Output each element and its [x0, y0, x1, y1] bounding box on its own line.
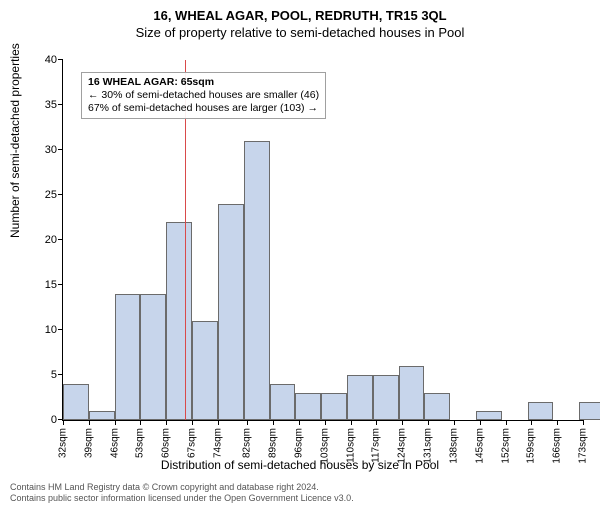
- y-tick-mark: [58, 329, 63, 330]
- x-tick-mark: [89, 420, 90, 425]
- x-tick-label: 53sqm: [135, 428, 146, 458]
- histogram-bar: [373, 375, 399, 420]
- x-tick-mark: [166, 420, 167, 425]
- footer-line-2: Contains public sector information licen…: [10, 493, 354, 504]
- histogram-bar: [476, 411, 502, 420]
- histogram-bar: [270, 384, 296, 420]
- x-tick-label: 82sqm: [242, 428, 253, 458]
- y-tick-mark: [58, 59, 63, 60]
- x-tick-mark: [583, 420, 584, 425]
- histogram-bar: [528, 402, 554, 420]
- histogram-bar: [218, 204, 244, 420]
- y-tick-mark: [58, 374, 63, 375]
- y-tick-label: 25: [27, 189, 63, 201]
- x-tick-mark: [247, 420, 248, 425]
- x-tick-label: 74sqm: [212, 428, 223, 458]
- histogram-bar: [192, 321, 218, 420]
- histogram-bar: [321, 393, 347, 420]
- x-tick-mark: [115, 420, 116, 425]
- y-tick-mark: [58, 149, 63, 150]
- y-tick-label: 10: [27, 324, 63, 336]
- x-tick-mark: [273, 420, 274, 425]
- y-tick-mark: [58, 104, 63, 105]
- x-tick-mark: [531, 420, 532, 425]
- annotation-larger: 67% of semi-detached houses are larger (…: [88, 102, 319, 115]
- y-tick-mark: [58, 284, 63, 285]
- histogram-bar: [399, 366, 425, 420]
- annotation-title: 16 WHEAL AGAR: 65sqm: [88, 76, 319, 89]
- x-tick-label: 39sqm: [83, 428, 94, 458]
- histogram-bar: [347, 375, 373, 420]
- x-tick-mark: [63, 420, 64, 425]
- y-axis-label: Number of semi-detached properties: [8, 43, 22, 238]
- footer-line-1: Contains HM Land Registry data © Crown c…: [10, 482, 354, 493]
- y-tick-mark: [58, 194, 63, 195]
- x-tick-mark: [557, 420, 558, 425]
- histogram-bar: [579, 402, 600, 420]
- y-tick-label: 35: [27, 99, 63, 111]
- x-tick-label: 67sqm: [187, 428, 198, 458]
- y-tick-label: 0: [27, 414, 63, 426]
- y-tick-label: 20: [27, 234, 63, 246]
- attribution-footer: Contains HM Land Registry data © Crown c…: [10, 482, 354, 504]
- chart-title-sub: Size of property relative to semi-detach…: [0, 25, 600, 40]
- y-tick-label: 15: [27, 279, 63, 291]
- y-tick-label: 5: [27, 369, 63, 381]
- x-tick-mark: [325, 420, 326, 425]
- y-tick-label: 30: [27, 144, 63, 156]
- x-tick-mark: [428, 420, 429, 425]
- x-tick-mark: [480, 420, 481, 425]
- x-tick-label: 46sqm: [109, 428, 120, 458]
- annotation-smaller: ← 30% of semi-detached houses are smalle…: [88, 89, 319, 102]
- y-tick-mark: [58, 239, 63, 240]
- histogram-bar: [89, 411, 115, 420]
- x-tick-label: 89sqm: [268, 428, 279, 458]
- histogram-bar: [140, 294, 166, 420]
- y-tick-label: 40: [27, 54, 63, 66]
- chart-title-main: 16, WHEAL AGAR, POOL, REDRUTH, TR15 3QL: [0, 8, 600, 23]
- x-tick-label: 96sqm: [294, 428, 305, 458]
- histogram-bar: [295, 393, 321, 420]
- x-tick-label: 60sqm: [161, 428, 172, 458]
- x-tick-label: 32sqm: [58, 428, 69, 458]
- x-tick-mark: [192, 420, 193, 425]
- annotation-box: 16 WHEAL AGAR: 65sqm← 30% of semi-detach…: [81, 72, 326, 119]
- histogram-bar: [244, 141, 270, 420]
- x-tick-mark: [454, 420, 455, 425]
- histogram-plot-area: 051015202530354032sqm39sqm46sqm53sqm60sq…: [62, 60, 583, 421]
- histogram-bar: [115, 294, 141, 420]
- histogram-bar: [63, 384, 89, 420]
- x-tick-mark: [402, 420, 403, 425]
- histogram-bar: [166, 222, 192, 420]
- x-tick-mark: [140, 420, 141, 425]
- histogram-bar: [424, 393, 450, 420]
- x-tick-mark: [376, 420, 377, 425]
- x-tick-mark: [299, 420, 300, 425]
- x-tick-mark: [218, 420, 219, 425]
- x-tick-mark: [351, 420, 352, 425]
- x-tick-mark: [506, 420, 507, 425]
- x-axis-label: Distribution of semi-detached houses by …: [0, 458, 600, 472]
